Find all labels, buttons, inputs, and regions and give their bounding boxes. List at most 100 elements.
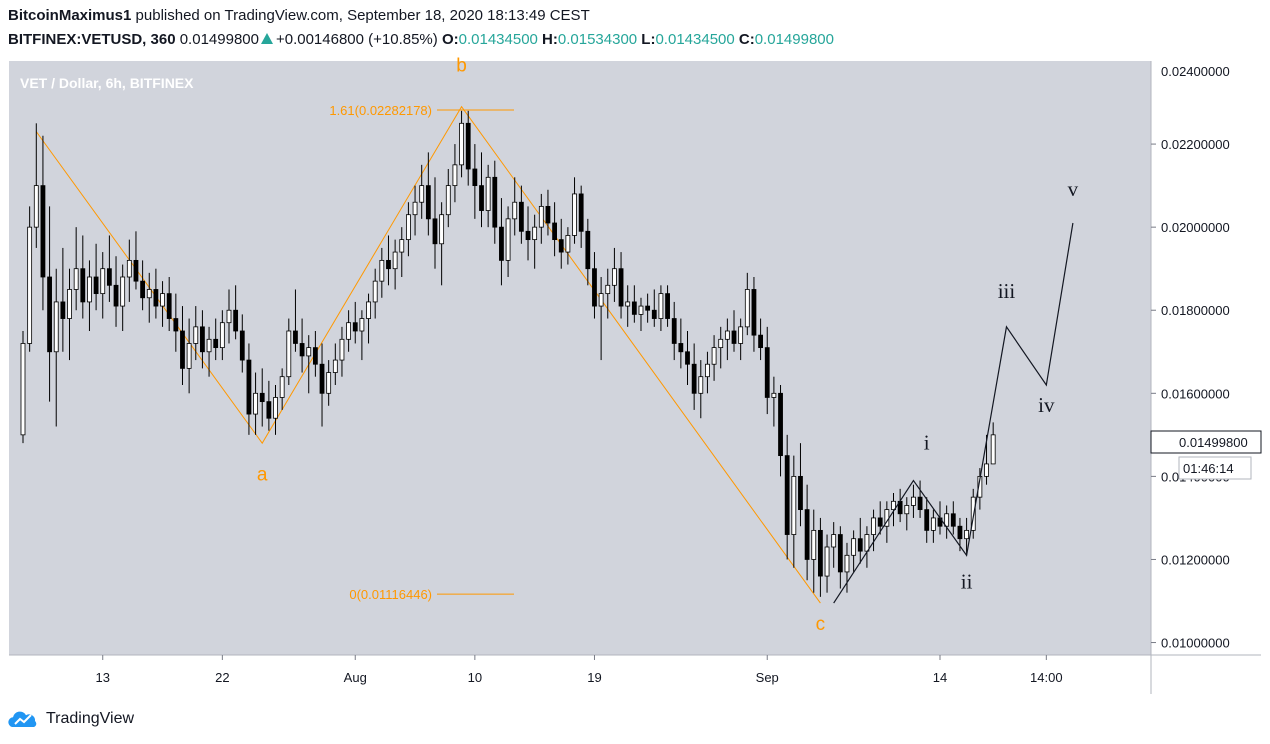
candle: [366, 293, 371, 344]
time-axis[interactable]: [9, 655, 1261, 694]
candle: [585, 218, 591, 286]
candle: [67, 268, 72, 361]
candle: [279, 368, 285, 410]
candle: [146, 272, 152, 323]
footer-brand[interactable]: TradingView: [8, 707, 134, 731]
author-name[interactable]: BitcoinMaximus1: [8, 7, 132, 24]
symbol-name: BITFINEX:VETUSD, 360: [8, 31, 176, 48]
abc-wave-label: b: [456, 55, 467, 76]
time-tick-label: Aug: [344, 670, 367, 685]
candle: [266, 380, 272, 431]
plot-area[interactable]: [9, 61, 1151, 655]
candle: [811, 509, 817, 593]
candle: [27, 206, 33, 352]
candle: [379, 247, 385, 298]
time-tick-label: 10: [468, 670, 482, 685]
fib-level-label: 0(0.01116446): [349, 587, 432, 602]
candle: [565, 227, 571, 265]
candle: [705, 351, 710, 394]
close-label: C:: [738, 31, 755, 48]
candle: [818, 517, 823, 597]
candle: [871, 509, 876, 552]
published-text: published on TradingView.com, September …: [135, 7, 590, 24]
candle: [419, 164, 425, 219]
impulse-wave-label: iii: [998, 279, 1016, 303]
candle: [904, 497, 910, 531]
candle: [824, 534, 830, 593]
candle: [598, 277, 604, 361]
candle: [246, 343, 252, 435]
candle: [612, 247, 617, 302]
impulse-wave-label: i: [924, 430, 930, 454]
candle: [631, 285, 637, 323]
price-ticks: 0.02200000 0.02000000 0.01800000 0.01600000…: [1151, 64, 1230, 651]
last-price-marker: 0.01499800 01:46:14: [1150, 430, 1262, 480]
candle: [545, 189, 551, 236]
price-tick-label: 0.01800000: [1161, 303, 1230, 318]
candle: [552, 202, 557, 257]
candle: [499, 198, 504, 286]
fib-levels: 1.61(0.02282178) 0(0.01116446): [329, 103, 514, 602]
candle: [53, 268, 59, 427]
candle: [851, 530, 857, 572]
price-tick-label: 0.01200000: [1161, 552, 1230, 567]
time-tick-label: 19: [587, 670, 601, 685]
candle: [113, 256, 119, 327]
candle: [665, 285, 670, 327]
candle: [412, 185, 418, 236]
price-axis[interactable]: [1151, 61, 1261, 655]
chart-title: VET / Dollar, 6h, BITFINEX: [20, 75, 194, 91]
candle: [605, 268, 611, 319]
candle: [492, 160, 498, 244]
candle: [425, 152, 431, 236]
candle: [286, 318, 292, 385]
candle: [778, 385, 783, 477]
candle: [658, 285, 664, 331]
candle: [678, 318, 684, 369]
candle: [126, 239, 132, 302]
time-tick-label: 13: [96, 670, 110, 685]
candle: [445, 169, 451, 228]
candle: [20, 331, 26, 444]
candle: [40, 135, 46, 311]
candle: [206, 326, 212, 377]
candlesticks: [20, 110, 996, 597]
candle: [791, 455, 797, 568]
candle: [618, 252, 624, 319]
candle: [173, 293, 179, 352]
candle: [924, 497, 930, 543]
time-tick-label: 22: [215, 670, 229, 685]
high-label: H:: [542, 31, 558, 48]
publish-line: BitcoinMaximus1 published on TradingView…: [8, 7, 590, 24]
candle: [166, 277, 172, 331]
candle: [930, 509, 936, 543]
high-value: 0.01534300: [557, 31, 638, 48]
candle: [857, 517, 863, 564]
candle: [578, 185, 584, 248]
candle: [452, 144, 458, 203]
candle: [200, 310, 205, 369]
candle: [944, 505, 950, 539]
candle: [239, 314, 245, 373]
candle: [485, 164, 491, 228]
impulse-wave-label: v: [1068, 177, 1079, 201]
candle: [332, 343, 338, 385]
candle: [233, 285, 239, 340]
candle: [512, 177, 518, 236]
last-price-tag: 0.01499800: [1179, 435, 1248, 450]
candle: [319, 343, 325, 427]
price-change: +0.00146800 (+10.85%): [275, 31, 438, 48]
candle: [592, 252, 597, 319]
symbol-line: BITFINEX:VETUSD, 360 0.01499800 +0.001468…: [8, 31, 834, 48]
candle: [346, 310, 352, 352]
candle: [691, 343, 697, 410]
bar-countdown: 01:46:14: [1183, 461, 1234, 476]
candle: [193, 306, 199, 361]
up-arrow-icon: [260, 33, 273, 44]
candle: [312, 331, 318, 377]
candle: [100, 252, 106, 319]
tradingview-cloud-icon: [8, 711, 37, 727]
impulse-wave-label: iv: [1038, 393, 1055, 417]
price-tick-label-top: 0.02400000: [1161, 64, 1230, 79]
